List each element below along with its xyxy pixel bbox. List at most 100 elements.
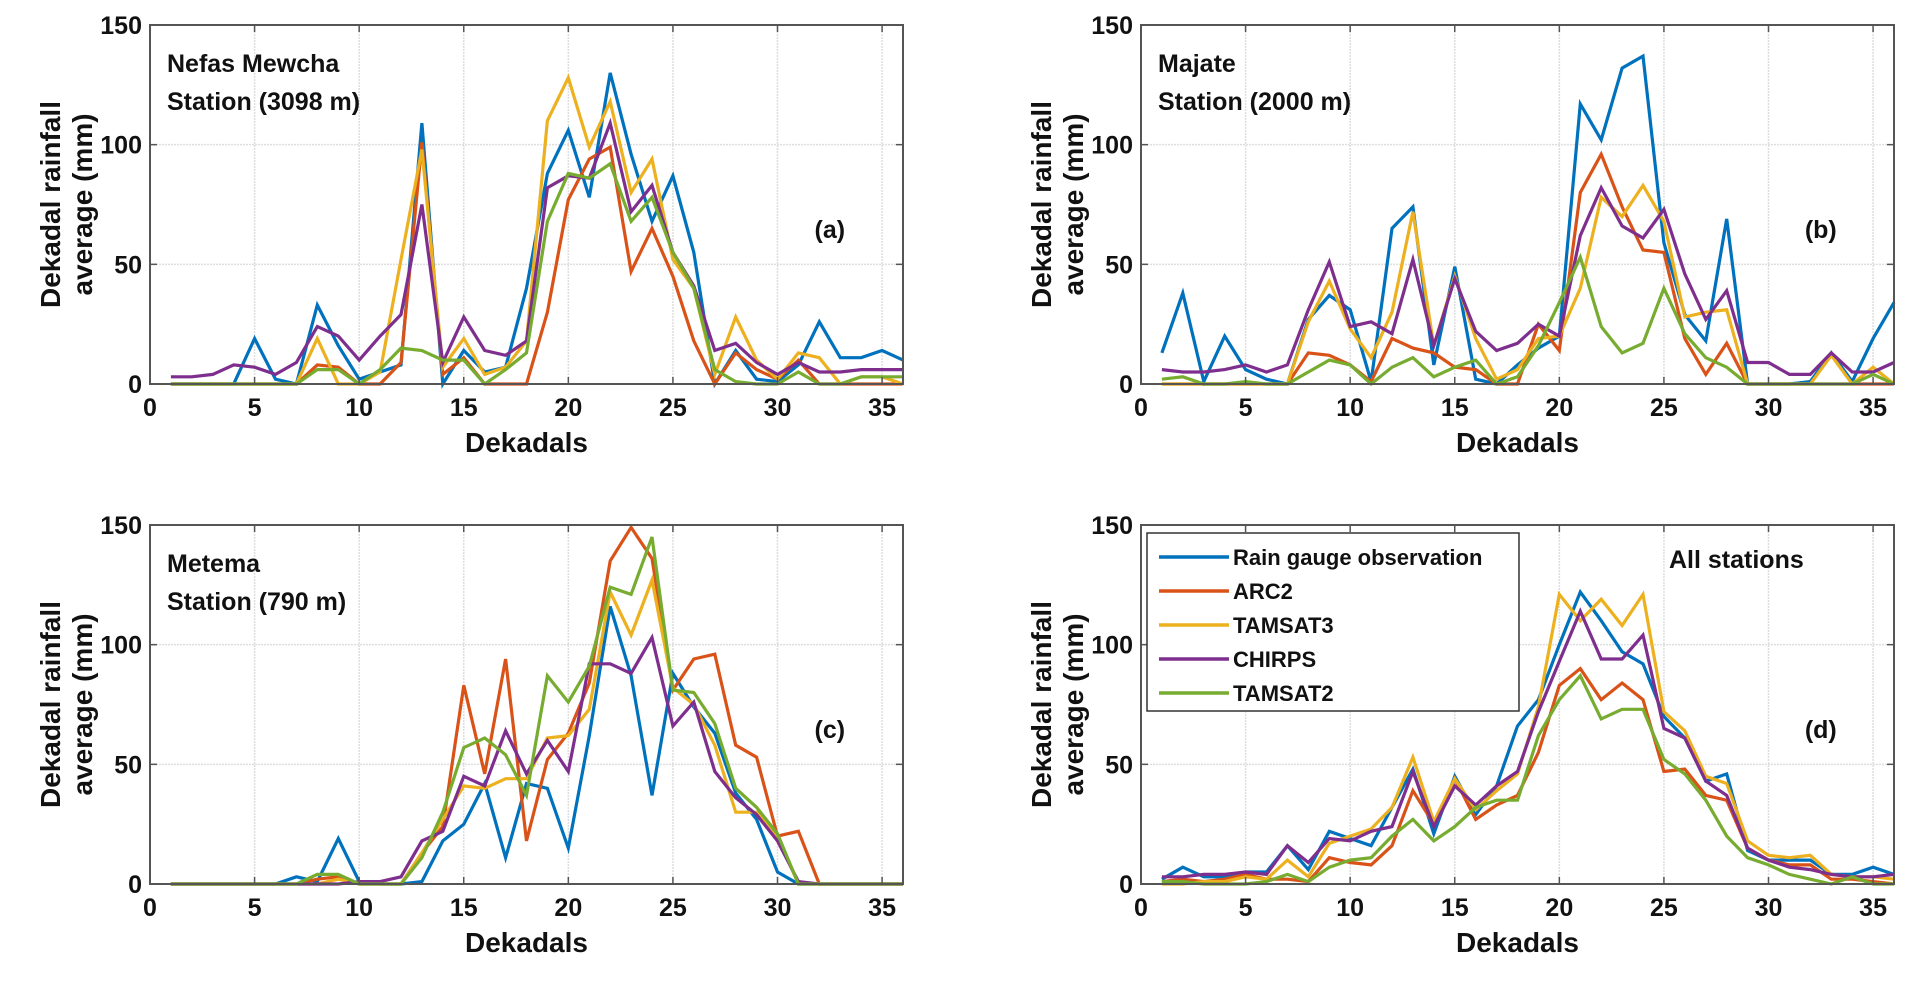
x-tick-label: 15 — [1441, 894, 1469, 922]
axes-box — [149, 524, 904, 885]
legend-label: TAMSAT3 — [1233, 613, 1334, 638]
x-tick-label: 20 — [1545, 394, 1573, 422]
panel-c: 0 5 10 15 20 25 30 35 0 50 100 150 Dekadals Dekadal r… — [35, 512, 904, 958]
axes-box — [1140, 24, 1895, 385]
panel-label: (c) — [815, 716, 846, 744]
x-tick-label: 0 — [143, 394, 157, 422]
axes-box — [1140, 524, 1895, 885]
x-axis-label: Dekadals — [1456, 927, 1579, 958]
ticks: 0 5 10 15 20 25 30 35 0 50 100 150 — [1091, 512, 1894, 922]
series-line-chirps — [170, 117, 903, 379]
x-tick-label: 35 — [868, 394, 896, 422]
x-tick-label: 10 — [345, 394, 373, 422]
plot-area — [150, 525, 903, 884]
panel-d: 0 5 10 15 20 25 30 35 0 50 100 150 Dekadals Dekadal r… — [1026, 512, 1895, 958]
station-annotation: Metema — [167, 550, 261, 578]
station-annotation: Nefas Mewcha — [167, 50, 340, 78]
x-tick-label: 0 — [1134, 894, 1148, 922]
legend-box — [1146, 532, 1520, 712]
x-tick-label: 30 — [764, 894, 792, 922]
x-tick-label: 25 — [659, 394, 687, 422]
x-tick-label: 30 — [764, 394, 792, 422]
series-line-chirps — [1161, 607, 1895, 879]
x-tick-label: 5 — [1239, 394, 1253, 422]
x-tick-label: 15 — [450, 894, 478, 922]
grid — [150, 525, 903, 884]
x-tick-label: 35 — [1859, 394, 1887, 422]
legend-label: TAMSAT2 — [1233, 681, 1334, 706]
y-axis-label-line2: average (mm) — [1058, 613, 1089, 795]
x-tick-label: 30 — [1755, 394, 1783, 422]
x-tick-label: 5 — [1239, 894, 1253, 922]
legend-item: TAMSAT2 — [1159, 681, 1334, 706]
grid — [1141, 25, 1894, 384]
ticks: 0 5 10 15 20 25 30 35 0 50 100 150 — [1091, 12, 1894, 422]
x-tick-label: 10 — [345, 894, 373, 922]
station-annotation: All stations — [1669, 546, 1804, 574]
legend-label: CHIRPS — [1233, 647, 1316, 672]
x-tick-label: 35 — [868, 894, 896, 922]
y-tick-label: 150 — [1091, 512, 1133, 540]
x-axis-label: Dekadals — [1456, 427, 1579, 458]
y-axis-label-line2: average (mm) — [1058, 113, 1089, 295]
y-tick-label: 100 — [1091, 132, 1133, 160]
axes-box — [149, 24, 904, 385]
station-elevation-annotation: Station (2000 m) — [1158, 88, 1351, 116]
panel-a: 0 5 10 15 20 25 30 35 0 50 100 150 Dekadals Dekadal r… — [35, 12, 904, 458]
legend-label: Rain gauge observation — [1233, 545, 1482, 570]
station-elevation-annotation: Station (790 m) — [167, 588, 346, 616]
x-tick-label: 25 — [1650, 894, 1678, 922]
y-tick-label: 150 — [100, 12, 142, 40]
series-line-tamsat2 — [1161, 672, 1894, 886]
x-tick-label: 15 — [1441, 394, 1469, 422]
y-axis-label-line2: average (mm) — [67, 613, 98, 795]
station-annotation: Majate — [1158, 50, 1236, 78]
legend: Rain gauge observation ARC2 TAMSAT3 CHIRPS T… — [1146, 532, 1520, 712]
x-tick-label: 0 — [143, 894, 157, 922]
y-axis-label-line1: Dekadal rainfall — [1026, 601, 1057, 808]
panel-label: (d) — [1805, 716, 1837, 744]
legend-item: CHIRPS — [1159, 647, 1316, 672]
x-tick-label: 10 — [1336, 394, 1364, 422]
panel-label: (a) — [815, 216, 846, 244]
series-lines — [1161, 588, 1895, 886]
x-tick-label: 25 — [659, 894, 687, 922]
y-tick-label: 50 — [114, 251, 142, 279]
panel-b: 0 5 10 15 20 25 30 35 0 50 100 150 Dekadals Dekadal r… — [1026, 12, 1896, 458]
y-tick-label: 0 — [1119, 371, 1133, 399]
x-tick-label: 15 — [450, 394, 478, 422]
x-tick-label: 5 — [248, 894, 262, 922]
grid — [150, 25, 903, 384]
y-axis-label-line1: Dekadal rainfall — [1026, 101, 1057, 308]
y-axis-label-line1: Dekadal rainfall — [35, 601, 66, 808]
y-axis-label-line1: Dekadal rainfall — [35, 101, 66, 308]
legend-item: TAMSAT3 — [1159, 613, 1334, 638]
x-tick-label: 20 — [554, 394, 582, 422]
plot-area — [1141, 25, 1894, 384]
x-tick-label: 30 — [1755, 894, 1783, 922]
x-axis-label: Dekadals — [465, 427, 588, 458]
y-tick-label: 50 — [1105, 251, 1133, 279]
x-tick-label: 20 — [554, 894, 582, 922]
series-line-rain-gauge-observation — [170, 605, 903, 886]
y-tick-label: 50 — [114, 751, 142, 779]
legend-item: ARC2 — [1159, 579, 1293, 604]
x-tick-label: 20 — [1545, 894, 1573, 922]
y-tick-label: 100 — [100, 132, 142, 160]
x-tick-label: 0 — [1134, 394, 1148, 422]
y-tick-label: 100 — [100, 632, 142, 660]
legend-item: Rain gauge observation — [1159, 545, 1482, 570]
y-tick-label: 150 — [1091, 12, 1133, 40]
series-line-chirps — [1161, 184, 1895, 376]
ticks: 0 5 10 15 20 25 30 35 0 50 100 150 — [100, 512, 903, 922]
ticks: 0 5 10 15 20 25 30 35 0 50 100 150 — [100, 12, 903, 422]
legend-label: ARC2 — [1233, 579, 1293, 604]
x-tick-label: 5 — [248, 394, 262, 422]
y-tick-label: 0 — [128, 371, 142, 399]
y-tick-label: 0 — [128, 871, 142, 899]
y-axis-label-line2: average (mm) — [67, 113, 98, 295]
panel-label: (b) — [1805, 216, 1837, 244]
y-tick-label: 100 — [1091, 632, 1133, 660]
x-tick-label: 25 — [1650, 394, 1678, 422]
